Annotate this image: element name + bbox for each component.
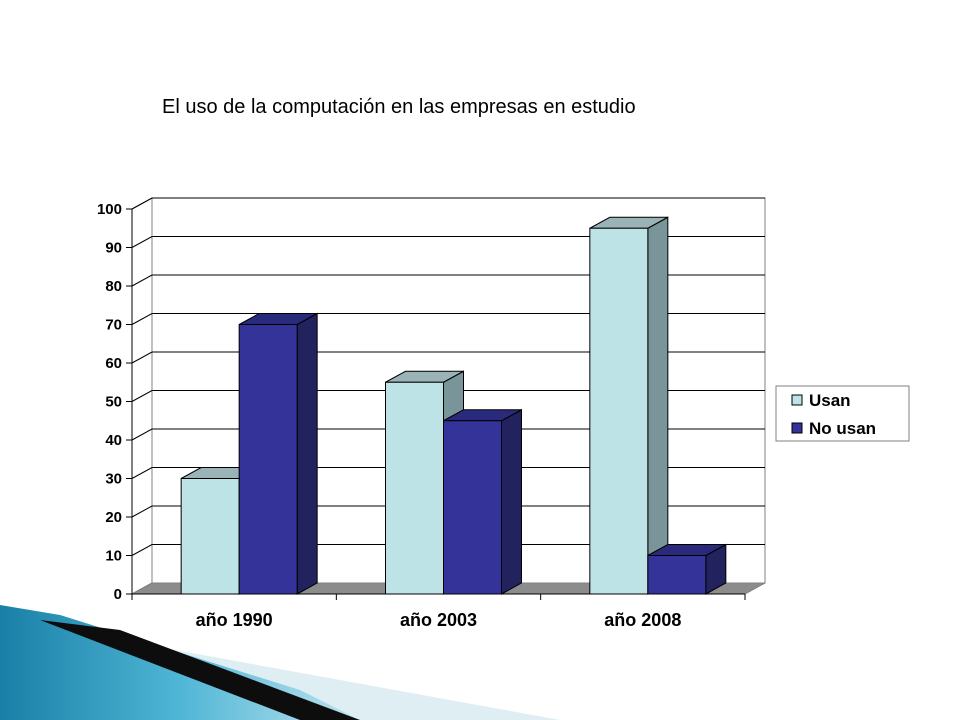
legend-swatch <box>791 394 803 406</box>
bar-side <box>296 312 318 595</box>
y-tick-label: 20 <box>105 509 122 526</box>
y-tick-label: 60 <box>105 355 122 372</box>
x-tick-label: año 1990 <box>196 610 273 630</box>
x-tick-label: año 2008 <box>604 610 681 630</box>
bar <box>238 312 318 595</box>
grid-line <box>131 197 765 210</box>
bar <box>589 216 669 595</box>
y-tick-label: 10 <box>105 548 122 565</box>
y-tick-label: 40 <box>105 432 122 449</box>
grid-line <box>131 351 765 364</box>
legend-label: No usan <box>809 419 876 438</box>
grid-line <box>131 544 765 556</box>
grid-line <box>131 236 765 248</box>
bar-front <box>180 478 240 595</box>
bar-side <box>647 216 669 595</box>
y-tick-label: 90 <box>105 240 122 257</box>
bar-front <box>647 555 707 595</box>
bar-side <box>501 408 522 595</box>
bar <box>443 408 522 595</box>
bar-front <box>385 381 444 595</box>
bar-front <box>238 324 298 595</box>
grid-line <box>131 505 765 518</box>
bars <box>180 216 727 595</box>
legend-swatch <box>791 422 803 434</box>
bar <box>647 543 727 595</box>
y-tick-label: 80 <box>105 278 122 295</box>
legend-label: Usan <box>809 391 851 410</box>
ribbon-dark-band <box>40 620 360 720</box>
y-tick-label: 70 <box>105 317 122 334</box>
grid-line <box>131 313 765 325</box>
grid-lines <box>131 197 765 556</box>
legend: Usan No usan <box>775 385 910 442</box>
bar-front <box>443 420 502 595</box>
grid-line <box>131 274 765 287</box>
x-tick-label: año 2003 <box>400 610 477 630</box>
x-axis: año 1990 año 2003 año 2008 <box>131 593 746 630</box>
bar-front <box>589 227 649 595</box>
y-tick-label: 100 <box>97 201 122 218</box>
y-tick-label: 0 <box>114 586 122 603</box>
grid-line <box>131 467 765 479</box>
grid-line <box>131 390 765 402</box>
grid-line <box>131 428 765 441</box>
y-tick-label: 50 <box>105 394 122 411</box>
y-tick-label: 30 <box>105 471 122 488</box>
slide-title: El uso de la computación en las empresas… <box>162 96 636 118</box>
y-axis: 0 10 20 30 40 50 60 70 80 90 100 <box>97 201 133 603</box>
